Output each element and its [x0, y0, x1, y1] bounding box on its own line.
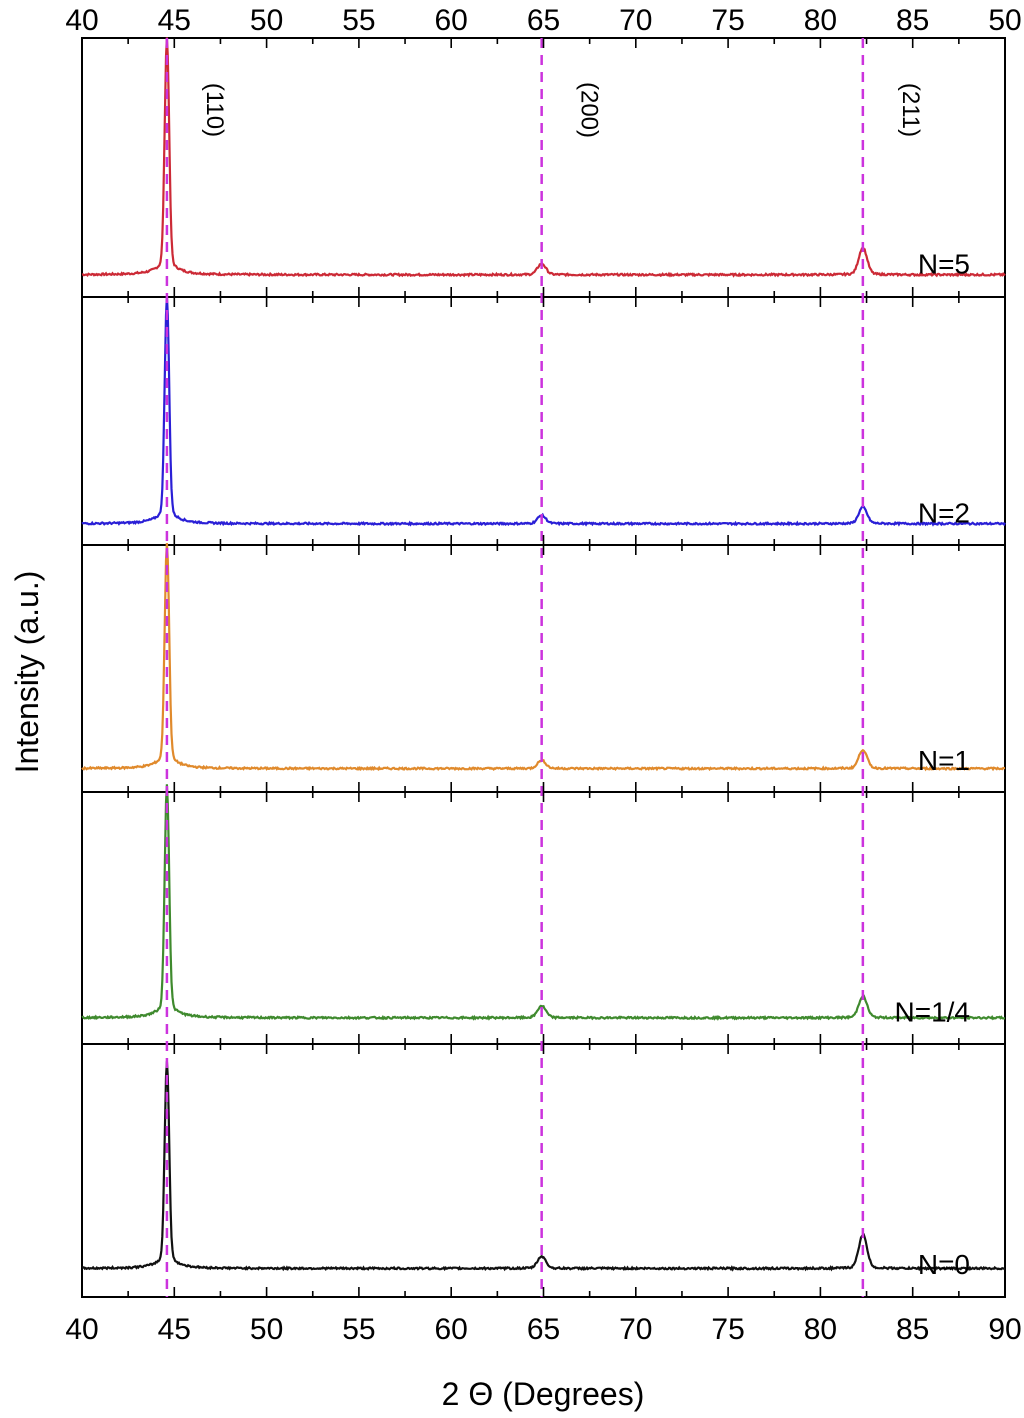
x-tick-label: 60: [435, 1313, 468, 1346]
x-tick-label: 40: [65, 1313, 98, 1346]
series-label: N=2: [918, 498, 970, 529]
series-label: N=1/4: [895, 996, 971, 1027]
x-tick-label: 75: [711, 1313, 744, 1346]
x-tick-label-top: 50: [250, 4, 283, 37]
x-tick-label-top: 45: [158, 4, 191, 37]
x-tick-label-top: 55: [342, 4, 375, 37]
x-tick-label: 45: [158, 1313, 191, 1346]
reference-lines-group: (110) (200) (211): [165, 38, 924, 1297]
series-label: N=0: [918, 1249, 970, 1280]
x-tick-label: 90: [988, 1313, 1021, 1346]
series-line: [81, 37, 1006, 278]
series-label: N=1: [918, 745, 970, 776]
x-tick-label: 85: [896, 1313, 929, 1346]
ticks-group: 40 45 50 55 60 65 70 75 80 85 90 40 45 50 55 60 65 70 75 80…: [65, 4, 1021, 1346]
x-tick-label-top: 40: [65, 4, 98, 37]
panel-frame: [81, 296, 1006, 546]
series-line: [81, 542, 1006, 772]
x-tick-label-top: 50: [988, 4, 1021, 37]
panels-group: N=5 N=2 N=1 N=1/4 N=0: [81, 37, 1006, 1298]
series-label: N=5: [918, 249, 970, 280]
x-tick-label: 55: [342, 1313, 375, 1346]
series-line: [81, 295, 1006, 527]
x-tick-label: 80: [804, 1313, 837, 1346]
x-tick-label-top: 85: [896, 4, 929, 37]
x-tick-label-top: 70: [619, 4, 652, 37]
y-axis-title: Intensity (a.u.): [9, 571, 45, 774]
x-tick-label-top: 60: [435, 4, 468, 37]
x-tick-label: 50: [250, 1313, 283, 1346]
series-line: [81, 784, 1006, 1021]
x-tick-label-top: 65: [527, 4, 560, 37]
x-tick-label: 65: [527, 1313, 560, 1346]
reference-line-label: (200): [576, 82, 603, 138]
reference-line-label: (110): [201, 83, 228, 137]
reference-line-label: (211): [897, 83, 924, 137]
x-tick-label-top: 80: [804, 4, 837, 37]
series-line: [81, 1061, 1006, 1272]
x-tick-label-top: 75: [711, 4, 744, 37]
x-axis-title: 2 Θ (Degrees): [442, 1376, 645, 1412]
x-tick-label: 70: [619, 1313, 652, 1346]
